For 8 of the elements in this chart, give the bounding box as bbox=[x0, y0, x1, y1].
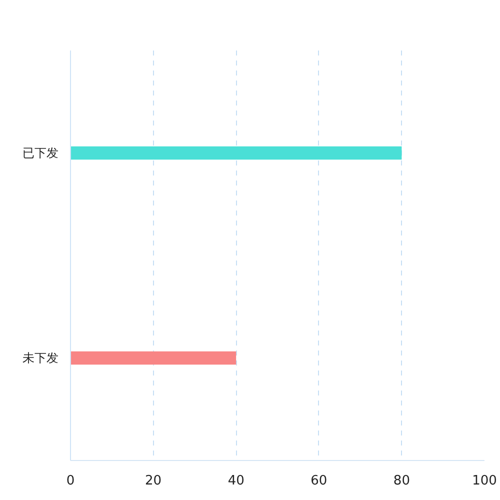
x-tick-label: 60 bbox=[310, 474, 328, 488]
x-tick-label: 100 bbox=[472, 474, 497, 488]
x-tick-label: 80 bbox=[393, 474, 410, 488]
x-tick-label: 0 bbox=[66, 474, 75, 488]
y-tick-label: 未下发 bbox=[22, 351, 58, 365]
x-tick-label: 20 bbox=[145, 474, 162, 488]
x-tick-label: 40 bbox=[228, 474, 244, 488]
y-tick-label: 已下发 bbox=[22, 146, 58, 160]
